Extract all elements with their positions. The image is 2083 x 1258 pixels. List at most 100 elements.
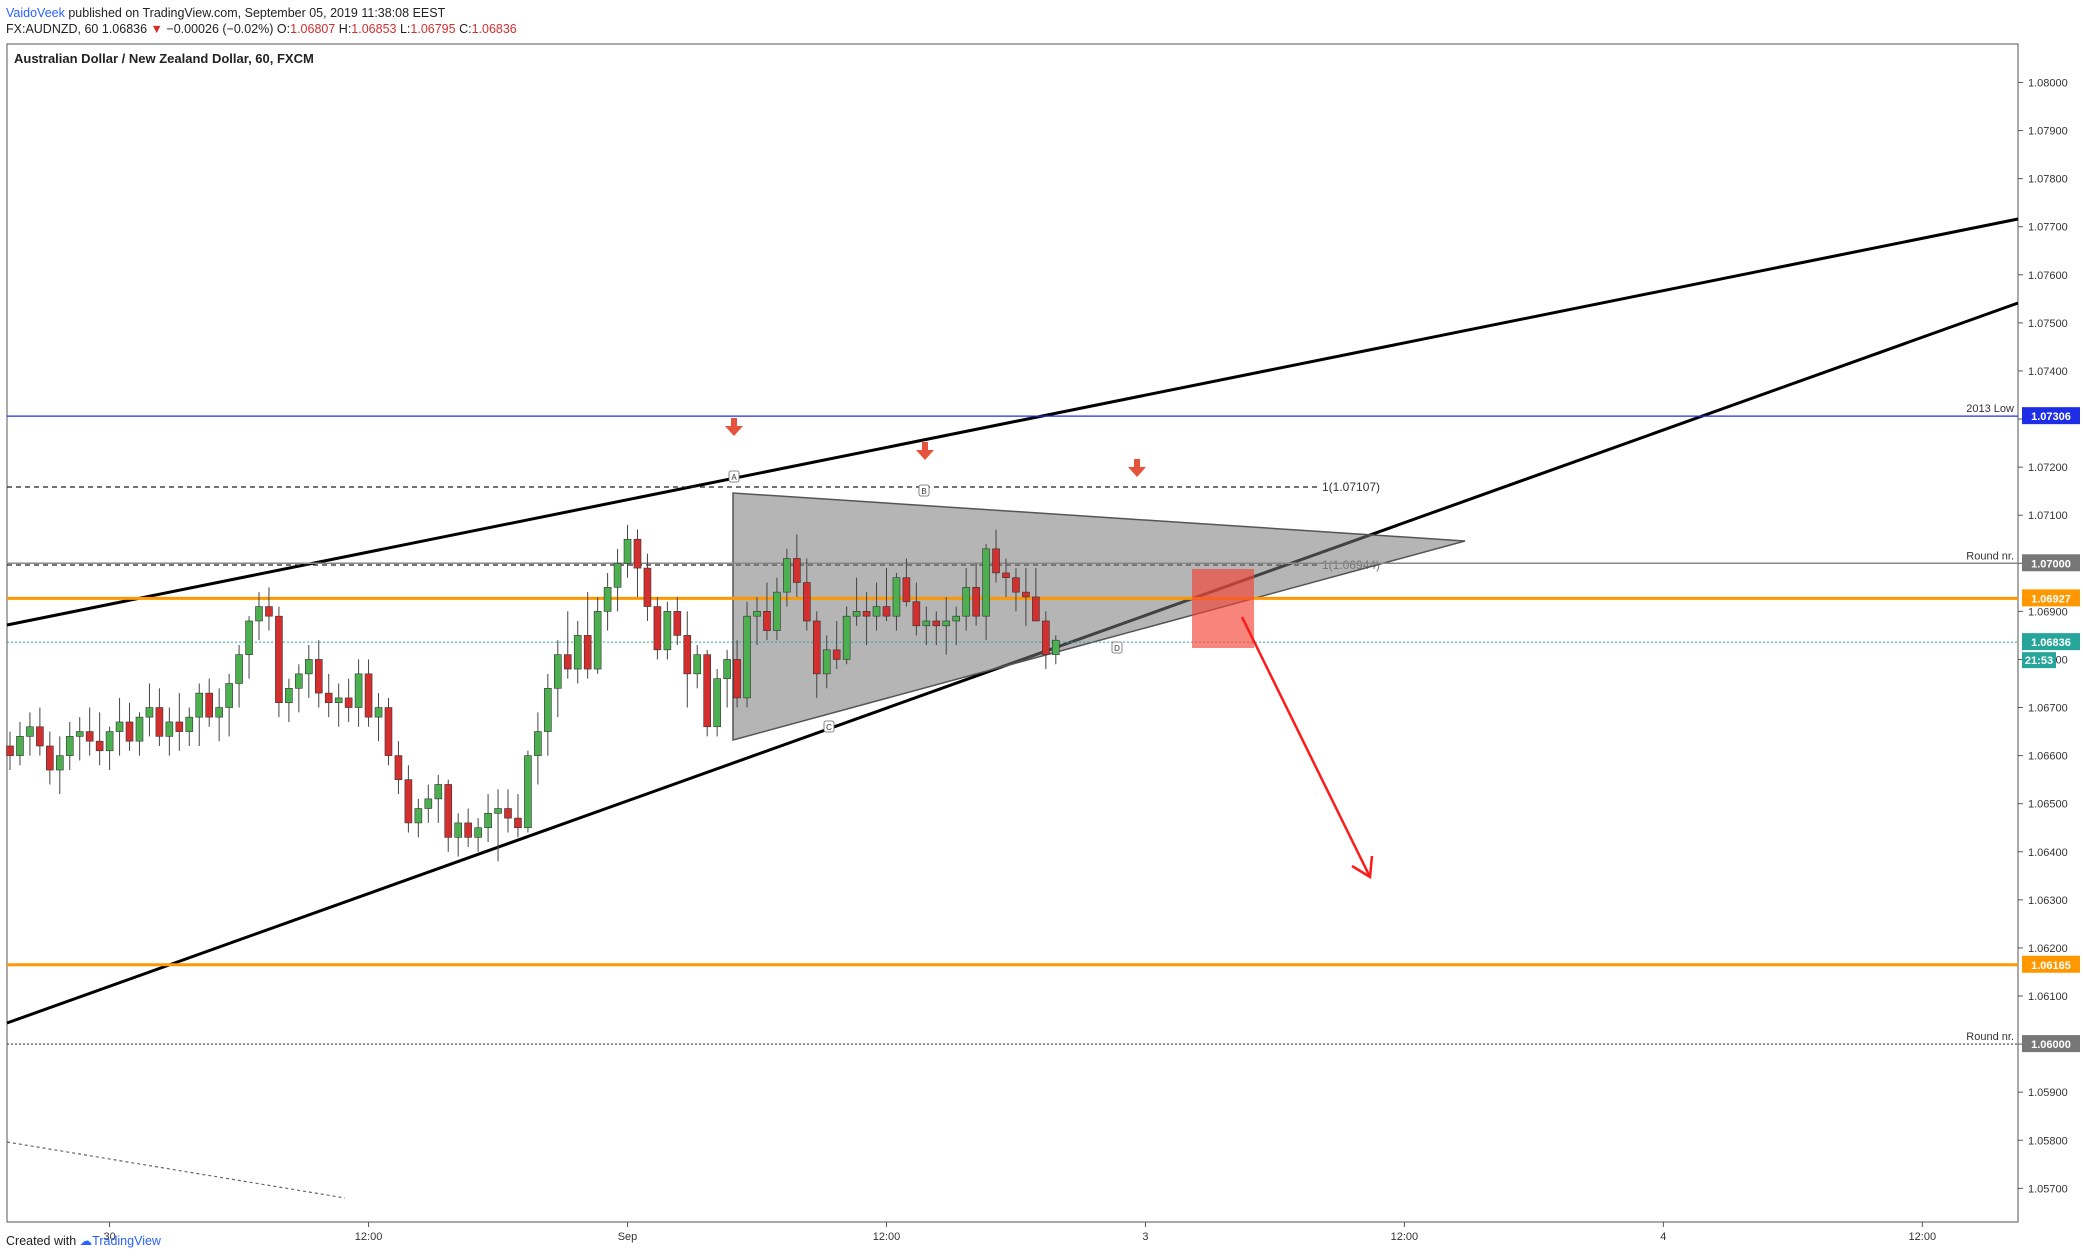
candle [384,697,393,766]
candle-body [6,745,14,756]
candle [235,645,243,708]
candle-body [155,707,164,737]
candle [573,620,582,684]
candle-body [16,736,24,756]
high-value: 1.06853 [351,22,397,36]
candle [434,774,443,823]
candle-body [314,659,323,694]
y-tick-label: 1.07600 [2028,270,2068,282]
down-marker-head [1128,467,1146,477]
close-label: C: [459,22,472,36]
candle [95,712,104,766]
candle-body [414,808,423,824]
level-label: Round nr. [1966,1031,2014,1043]
candle-body [553,654,562,689]
candles-layer[interactable] [6,524,1060,862]
symbol-info: FX:AUDNZD, 60 1.06836 ▼ −0.00026 (−0.02%… [6,22,517,36]
candle-body [195,692,204,718]
down-marker-head [725,426,743,436]
y-tick-label: 1.06400 [2028,847,2068,859]
candle-body [743,615,751,699]
candle-body [115,721,124,732]
candle [952,606,961,646]
open-value: 1.06807 [290,22,336,36]
candle-body [633,538,642,569]
tradingview-link[interactable]: TradingView [92,1234,161,1248]
low-label: L: [399,22,411,36]
candle [544,673,552,756]
candle-body [424,798,433,809]
candle-body [733,659,741,699]
price-change: −0.00026 (−0.02%) [166,22,274,36]
candle-body [583,635,592,670]
price-tag-label: 1.06927 [2031,593,2071,605]
candle-body [524,755,532,829]
candle-body [643,567,652,607]
candle-body [892,577,901,617]
candle-body [534,731,542,756]
candle-body [573,635,582,670]
y-tick-label: 1.07100 [2028,510,2068,522]
candle-body [95,740,104,752]
candle-body [783,558,791,593]
candle-body [65,736,74,756]
x-tick-label: 3 [1142,1231,1148,1243]
candle [504,789,512,833]
candle-body [165,721,174,737]
upper-trendline [6,217,2019,627]
candle [26,712,34,756]
candle [633,529,642,597]
y-tick-label: 1.07200 [2028,462,2068,474]
candle [304,645,313,698]
candle [344,678,353,722]
low-value: 1.06795 [410,22,456,36]
candle [354,659,363,727]
candle-body [205,692,213,718]
triangle-pattern [732,492,1466,741]
candle [225,673,233,737]
candle-body [46,745,54,771]
candle [85,707,94,756]
candle-body [952,615,961,622]
candle [484,794,492,843]
publish-info: VaidoVeek published on TradingView.com, … [6,6,445,20]
candle-body [693,654,702,675]
y-tick-label: 1.07400 [2028,366,2068,378]
candle-body [972,587,980,617]
candle [713,669,721,737]
candle-body [653,606,662,651]
pattern-point-box [728,470,740,483]
candle-body [882,606,891,617]
candle [424,784,433,823]
candle [852,577,861,626]
down-marker-icon [725,418,743,436]
candle-body [912,601,921,627]
candle-body [713,678,721,728]
down-marker-stem [922,442,928,450]
candle-body [982,548,990,617]
candle [155,688,164,746]
candle-body [404,779,413,824]
candle-body [344,697,353,708]
candle-body [992,548,1000,574]
candle [125,702,134,751]
author-link[interactable]: VaidoVeek [6,6,65,20]
candle [693,645,702,689]
candle [494,789,502,862]
candle-body [494,808,502,814]
candle-body [603,587,612,612]
pattern-point-box [823,720,835,733]
candle-body [1032,596,1040,622]
candle-body [75,731,84,737]
down-marker-icon [916,442,934,460]
candle-body [85,731,94,742]
candle [245,616,253,679]
candle-body [464,822,472,838]
candle [763,582,771,641]
candle-body [444,784,453,838]
candle [285,678,293,722]
candle [135,712,144,756]
candle-body [295,673,303,689]
candle [703,649,712,737]
